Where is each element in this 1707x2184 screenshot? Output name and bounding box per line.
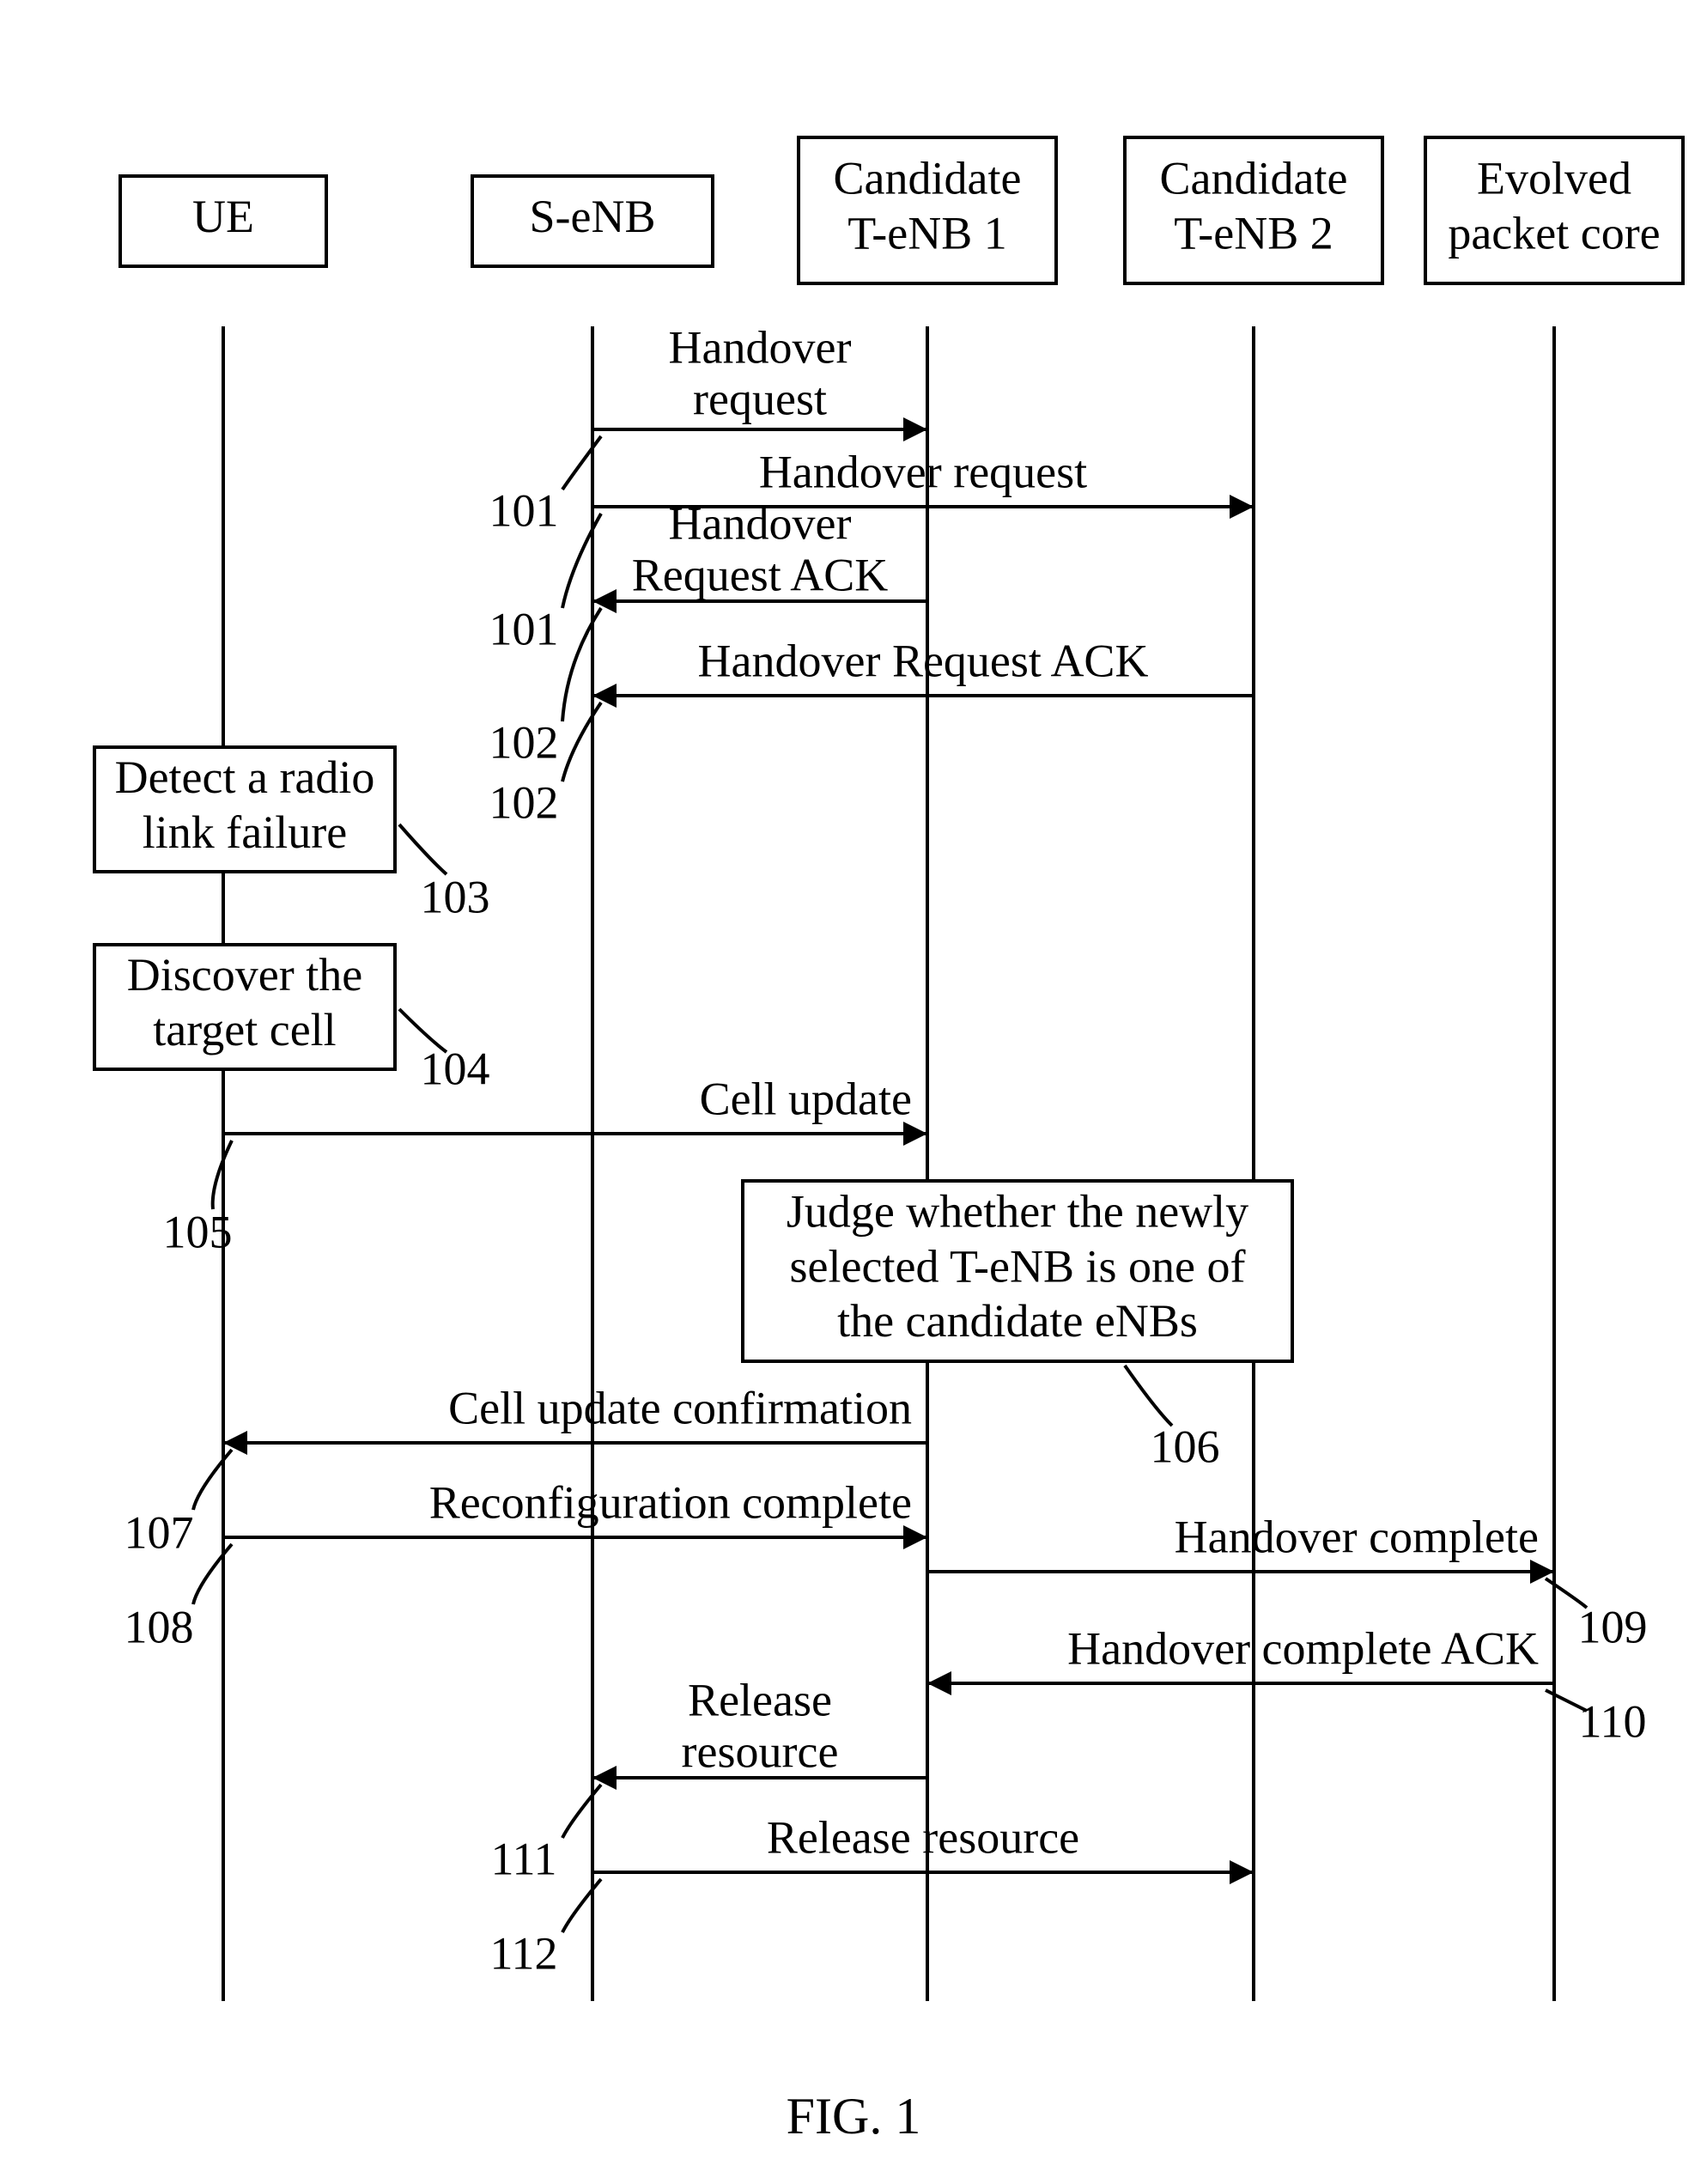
step-number-8: 107 bbox=[125, 1506, 194, 1558]
step-number-4: 103 bbox=[421, 871, 490, 922]
message-label-3: Handover Request ACK bbox=[698, 635, 1149, 686]
step-number-6: 105 bbox=[163, 1206, 233, 1257]
message-label-5: Cell update confirmation bbox=[448, 1382, 912, 1433]
message-label-9: resource bbox=[682, 1725, 839, 1777]
message-label-7: Handover complete bbox=[1175, 1511, 1539, 1562]
step-number-11: 110 bbox=[1579, 1695, 1647, 1747]
message-label-4: Cell update bbox=[700, 1073, 912, 1124]
participant-label-t1: Candidate bbox=[834, 153, 1022, 204]
self-box-label-2: the candidate eNBs bbox=[837, 1295, 1198, 1347]
message-label-2: Request ACK bbox=[632, 549, 889, 600]
participant-label-senb: S-eNB bbox=[530, 191, 656, 242]
message-label-10: Release resource bbox=[767, 1811, 1079, 1863]
self-box-label-0: link failure bbox=[143, 806, 347, 858]
participant-label-t2: Candidate bbox=[1160, 153, 1348, 204]
step-number-2: 102 bbox=[489, 716, 559, 768]
participant-label-ue: UE bbox=[192, 191, 254, 242]
sequence-diagram: UES-eNBCandidateT-eNB 1CandidateT-eNB 2E… bbox=[0, 0, 1707, 2184]
step-number-0: 101 bbox=[489, 484, 559, 536]
participant-label-epc: packet core bbox=[1448, 207, 1660, 259]
self-box-label-2: Judge whether the newly bbox=[787, 1186, 1248, 1238]
participant-label-epc: Evolved bbox=[1477, 153, 1631, 204]
message-label-0: request bbox=[693, 373, 827, 424]
participant-label-t2: T-eNB 2 bbox=[1174, 207, 1333, 259]
step-number-9: 108 bbox=[125, 1601, 194, 1652]
message-label-9: Release bbox=[688, 1674, 832, 1725]
self-box-label-1: Discover the bbox=[127, 949, 362, 1001]
step-number-3: 102 bbox=[489, 776, 559, 828]
participant-label-t1: T-eNB 1 bbox=[847, 207, 1007, 259]
self-box-label-2: selected T-eNB is one of bbox=[790, 1240, 1246, 1292]
message-label-1: Handover request bbox=[759, 446, 1087, 497]
self-box-label-1: target cell bbox=[153, 1004, 336, 1055]
step-number-12: 111 bbox=[491, 1833, 557, 1884]
message-label-0: Handover bbox=[669, 321, 852, 373]
step-number-13: 112 bbox=[490, 1927, 558, 1979]
message-label-8: Handover complete ACK bbox=[1067, 1622, 1539, 1674]
figure-label: FIG. 1 bbox=[787, 2088, 921, 2144]
step-number-7: 106 bbox=[1151, 1421, 1220, 1472]
message-label-6: Reconfiguration complete bbox=[429, 1476, 912, 1528]
step-number-5: 104 bbox=[421, 1043, 490, 1094]
step-number-1: 101 bbox=[489, 603, 559, 654]
step-number-10: 109 bbox=[1578, 1601, 1648, 1652]
self-box-label-0: Detect a radio bbox=[115, 751, 375, 803]
